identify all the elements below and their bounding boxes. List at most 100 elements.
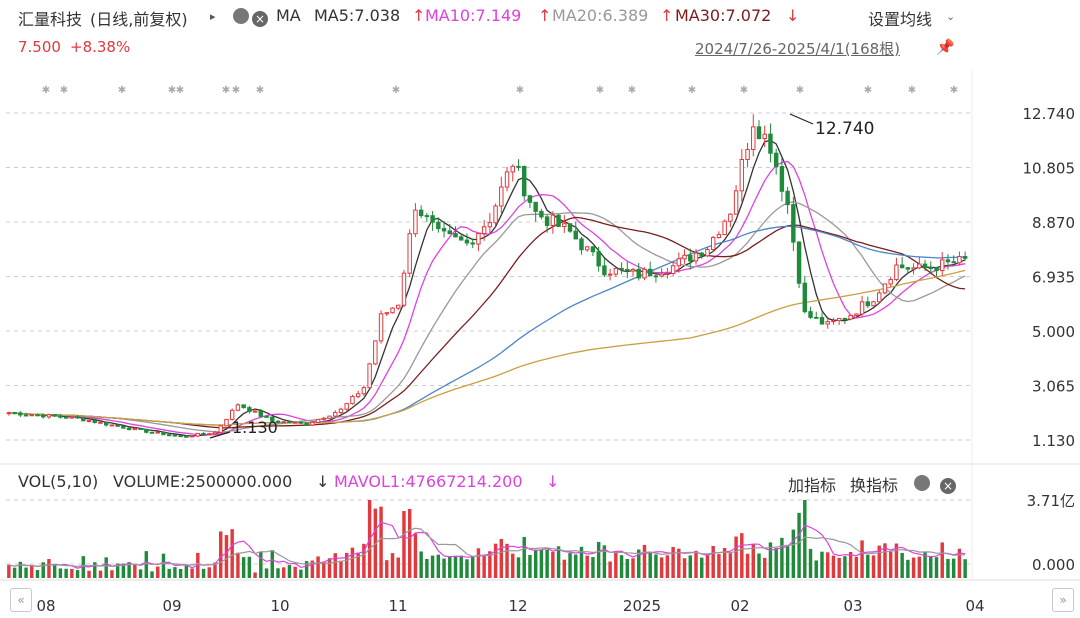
candle[interactable] bbox=[390, 307, 395, 314]
candle[interactable] bbox=[338, 408, 344, 414]
event-marker-icon[interactable]: ✱ bbox=[516, 85, 524, 96]
candle[interactable] bbox=[201, 432, 206, 435]
event-marker-icon[interactable]: ✱ bbox=[256, 85, 264, 96]
candle[interactable] bbox=[430, 215, 435, 223]
candle[interactable] bbox=[46, 414, 52, 418]
candle[interactable] bbox=[75, 416, 80, 419]
candle[interactable] bbox=[327, 415, 332, 419]
candle[interactable] bbox=[184, 435, 189, 438]
ma-gear-icon[interactable] bbox=[233, 8, 249, 28]
candle[interactable] bbox=[751, 126, 756, 150]
candle[interactable] bbox=[665, 272, 670, 275]
candle[interactable] bbox=[224, 418, 229, 427]
candle[interactable] bbox=[819, 317, 825, 325]
candle[interactable] bbox=[92, 420, 97, 423]
candle[interactable] bbox=[258, 410, 264, 417]
candle[interactable] bbox=[476, 233, 481, 245]
candle[interactable] bbox=[682, 254, 687, 260]
candle[interactable] bbox=[155, 431, 160, 434]
candle[interactable] bbox=[218, 425, 223, 433]
candle[interactable] bbox=[321, 417, 327, 420]
candle[interactable] bbox=[522, 166, 527, 197]
candle[interactable] bbox=[865, 301, 871, 307]
candle[interactable] bbox=[344, 403, 349, 410]
candle[interactable] bbox=[842, 317, 848, 320]
candle[interactable] bbox=[401, 272, 407, 306]
candle[interactable] bbox=[607, 273, 613, 276]
event-marker-icon[interactable]: ✱ bbox=[168, 85, 176, 96]
candle[interactable] bbox=[58, 415, 63, 418]
event-marker-icon[interactable]: ✱ bbox=[118, 85, 126, 96]
candle[interactable] bbox=[207, 433, 212, 436]
candle[interactable] bbox=[6, 412, 12, 415]
candle[interactable] bbox=[579, 238, 584, 251]
candle[interactable] bbox=[728, 213, 733, 222]
candle[interactable] bbox=[418, 209, 424, 217]
candle[interactable] bbox=[882, 283, 888, 294]
candle[interactable] bbox=[653, 275, 659, 278]
candle[interactable] bbox=[922, 263, 928, 269]
candle[interactable] bbox=[877, 292, 882, 303]
candle[interactable] bbox=[831, 320, 836, 323]
candle[interactable] bbox=[544, 216, 550, 226]
candle[interactable] bbox=[556, 214, 561, 227]
candle[interactable] bbox=[121, 425, 126, 429]
event-marker-icon[interactable]: ✱ bbox=[42, 85, 50, 96]
event-marker-icon[interactable]: ✱ bbox=[392, 85, 400, 96]
candle[interactable] bbox=[676, 258, 682, 267]
candle[interactable] bbox=[149, 431, 155, 434]
candle[interactable] bbox=[562, 223, 567, 227]
candle[interactable] bbox=[235, 404, 241, 411]
candle[interactable] bbox=[109, 424, 115, 427]
candle[interactable] bbox=[888, 279, 893, 285]
candle[interactable] bbox=[688, 254, 693, 262]
candle[interactable] bbox=[69, 416, 75, 419]
candle[interactable] bbox=[470, 242, 475, 245]
candle[interactable] bbox=[361, 387, 367, 395]
candle[interactable] bbox=[304, 422, 309, 426]
event-marker-icon[interactable]: ✱ bbox=[796, 85, 804, 96]
candle[interactable] bbox=[18, 412, 23, 416]
candle[interactable] bbox=[499, 186, 504, 207]
event-marker-icon[interactable]: ✱ bbox=[176, 85, 184, 96]
candle[interactable] bbox=[459, 236, 464, 241]
candle[interactable] bbox=[407, 233, 412, 274]
candle[interactable] bbox=[791, 204, 796, 243]
candle[interactable] bbox=[247, 407, 252, 412]
candle[interactable] bbox=[510, 165, 515, 173]
candle[interactable] bbox=[762, 133, 767, 139]
candle[interactable] bbox=[917, 263, 922, 269]
event-marker-icon[interactable]: ✱ bbox=[864, 85, 872, 96]
indicator-gear-icon[interactable] bbox=[914, 475, 930, 495]
candle[interactable] bbox=[894, 264, 899, 281]
candle[interactable] bbox=[590, 246, 596, 253]
candle[interactable] bbox=[275, 420, 281, 423]
candle[interactable] bbox=[144, 428, 149, 433]
candle[interactable] bbox=[533, 201, 538, 212]
candle[interactable] bbox=[573, 230, 578, 240]
candle[interactable] bbox=[166, 434, 172, 437]
candle[interactable] bbox=[138, 427, 143, 430]
candle[interactable] bbox=[52, 414, 57, 417]
candle[interactable] bbox=[647, 268, 653, 277]
event-marker-icon[interactable]: ✱ bbox=[628, 85, 636, 96]
candle[interactable] bbox=[768, 133, 773, 154]
candle[interactable] bbox=[527, 195, 533, 203]
candle[interactable] bbox=[808, 311, 813, 318]
candle[interactable] bbox=[710, 237, 716, 250]
candle[interactable] bbox=[23, 414, 29, 417]
candle[interactable] bbox=[396, 304, 401, 309]
candle[interactable] bbox=[693, 252, 699, 262]
candle[interactable] bbox=[957, 256, 962, 264]
pin-icon[interactable]: 📌 bbox=[936, 38, 955, 56]
candle[interactable] bbox=[504, 171, 510, 188]
candle[interactable] bbox=[447, 230, 452, 235]
switch-indicator-button[interactable]: 换指标 bbox=[850, 476, 899, 495]
candle[interactable] bbox=[911, 267, 916, 270]
candle[interactable] bbox=[453, 233, 458, 238]
candle[interactable] bbox=[659, 273, 664, 277]
candle[interactable] bbox=[814, 316, 819, 319]
chevron-down-icon[interactable]: ⌄ bbox=[946, 10, 956, 23]
ma-close-icon[interactable]: × bbox=[252, 8, 268, 27]
candle[interactable] bbox=[481, 226, 487, 235]
